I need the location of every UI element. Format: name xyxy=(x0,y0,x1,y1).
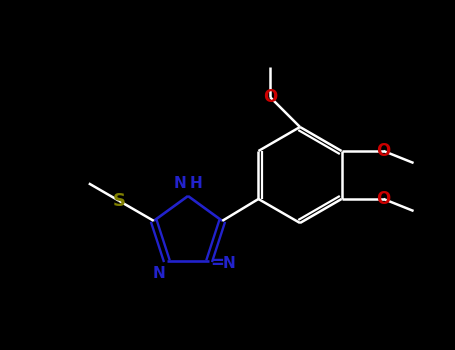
Text: O: O xyxy=(376,190,391,208)
Text: N: N xyxy=(152,266,165,281)
Text: H: H xyxy=(190,175,202,190)
Text: O: O xyxy=(263,88,278,106)
Text: S: S xyxy=(113,192,126,210)
Text: O: O xyxy=(376,142,391,160)
Text: =: = xyxy=(210,254,224,272)
Text: N: N xyxy=(223,256,236,271)
Text: N: N xyxy=(174,175,187,190)
